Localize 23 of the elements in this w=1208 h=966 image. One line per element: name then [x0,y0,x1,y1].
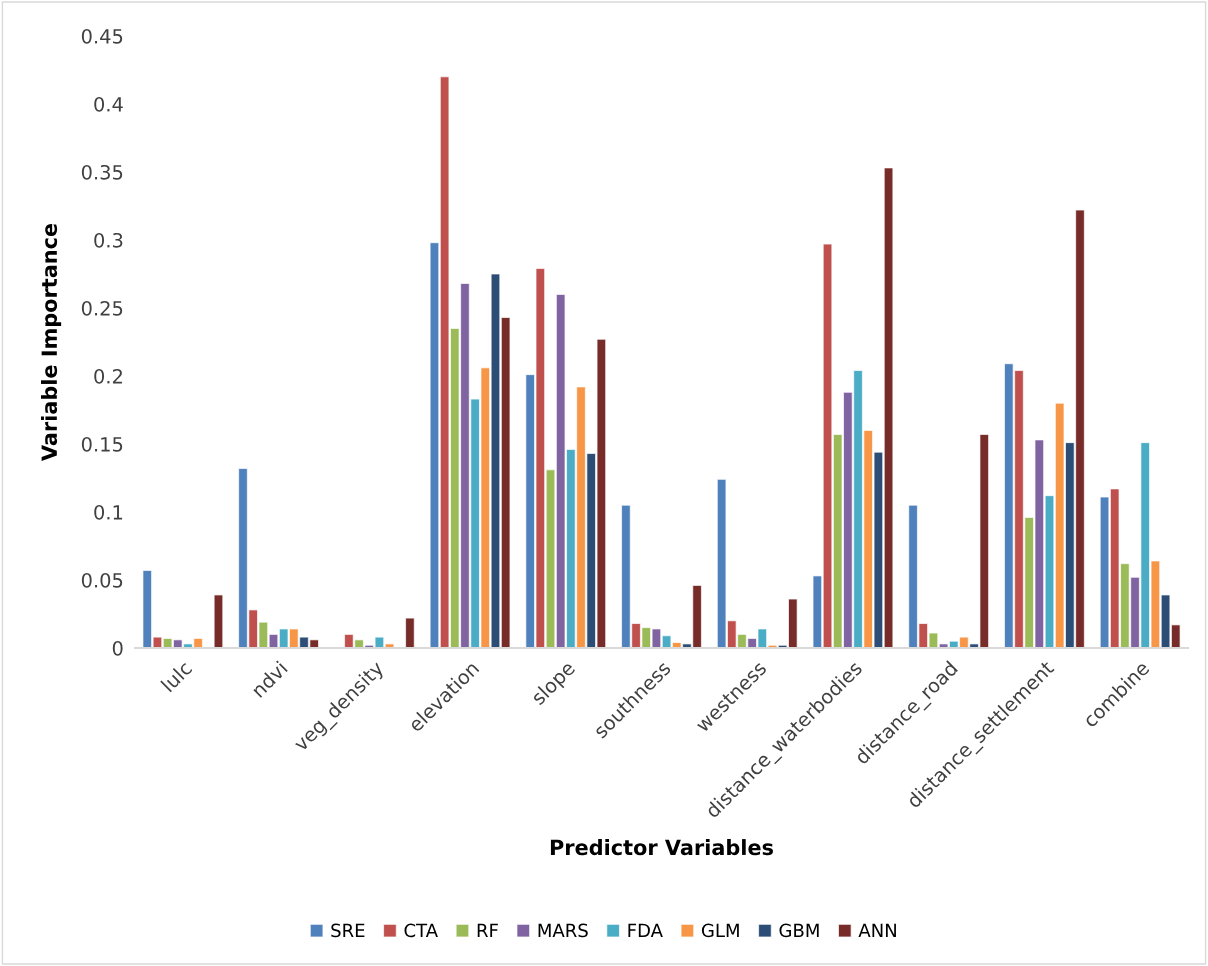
y-tick-label: 0.2 [94,368,122,384]
x-axis-title: Predictor Variables [550,839,773,856]
legend-label: RF [477,923,498,937]
legend-label: ANN [858,923,896,937]
x-tick-label: lulc [160,659,193,693]
legend-label: GLM [701,923,739,938]
y-tick-label: 0.15 [81,436,123,452]
y-tick-label: 0.35 [81,164,123,180]
y-tick-label: 0.3 [94,232,123,248]
legend-label: CTA [404,923,438,938]
legend-label: FDA [628,923,663,937]
y-tick-label: 0.25 [81,300,123,316]
y-tick-label: 0.1 [94,504,123,520]
y-tick-label: 0.4 [94,96,123,112]
y-tick-label: 0.45 [81,28,123,44]
y-axis-title: Variable Importance [40,223,62,462]
legend-label: SRE [331,923,365,938]
legend-label: GBM [779,923,819,938]
bar [405,617,415,648]
y-tick-label: 0 [112,640,123,656]
y-tick-label: 0.05 [81,572,123,588]
legend-label: MARS [538,923,588,938]
bar [213,594,224,648]
